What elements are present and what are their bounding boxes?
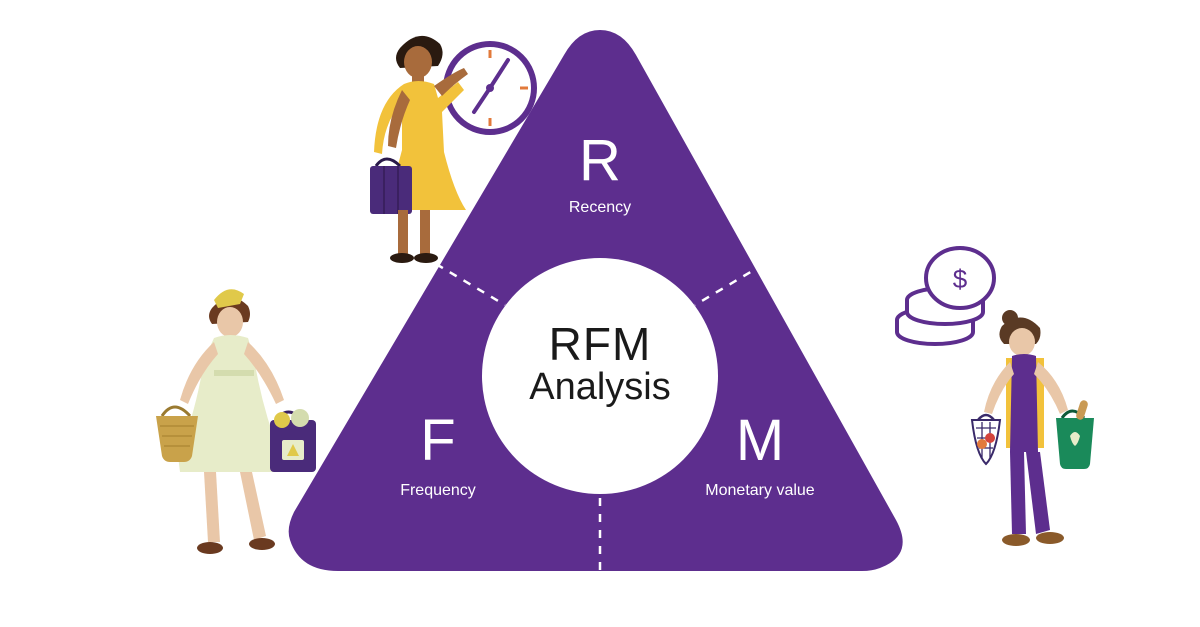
center-title-line1: RFM bbox=[490, 320, 710, 368]
segment-left-label: Frequency bbox=[400, 482, 476, 499]
rfm-diagram: R Recency F Frequency M Monetary value bbox=[0, 0, 1200, 627]
segment-top-letter: R bbox=[579, 128, 621, 193]
center-title: RFM Analysis bbox=[490, 320, 710, 408]
center-title-line2: Analysis bbox=[490, 368, 710, 408]
segment-top-label: Recency bbox=[569, 199, 631, 216]
frequency-illustration bbox=[156, 289, 316, 554]
monetary-illustration: $ bbox=[897, 248, 1094, 546]
frequency-person-icon bbox=[156, 289, 316, 554]
monetary-person-icon bbox=[972, 310, 1094, 546]
segment-right-letter: M bbox=[736, 408, 784, 473]
segment-right-label: Monetary value bbox=[705, 482, 814, 499]
coins-icon: $ bbox=[897, 248, 994, 344]
svg-text:$: $ bbox=[953, 264, 968, 294]
segment-left-letter: F bbox=[420, 408, 455, 473]
